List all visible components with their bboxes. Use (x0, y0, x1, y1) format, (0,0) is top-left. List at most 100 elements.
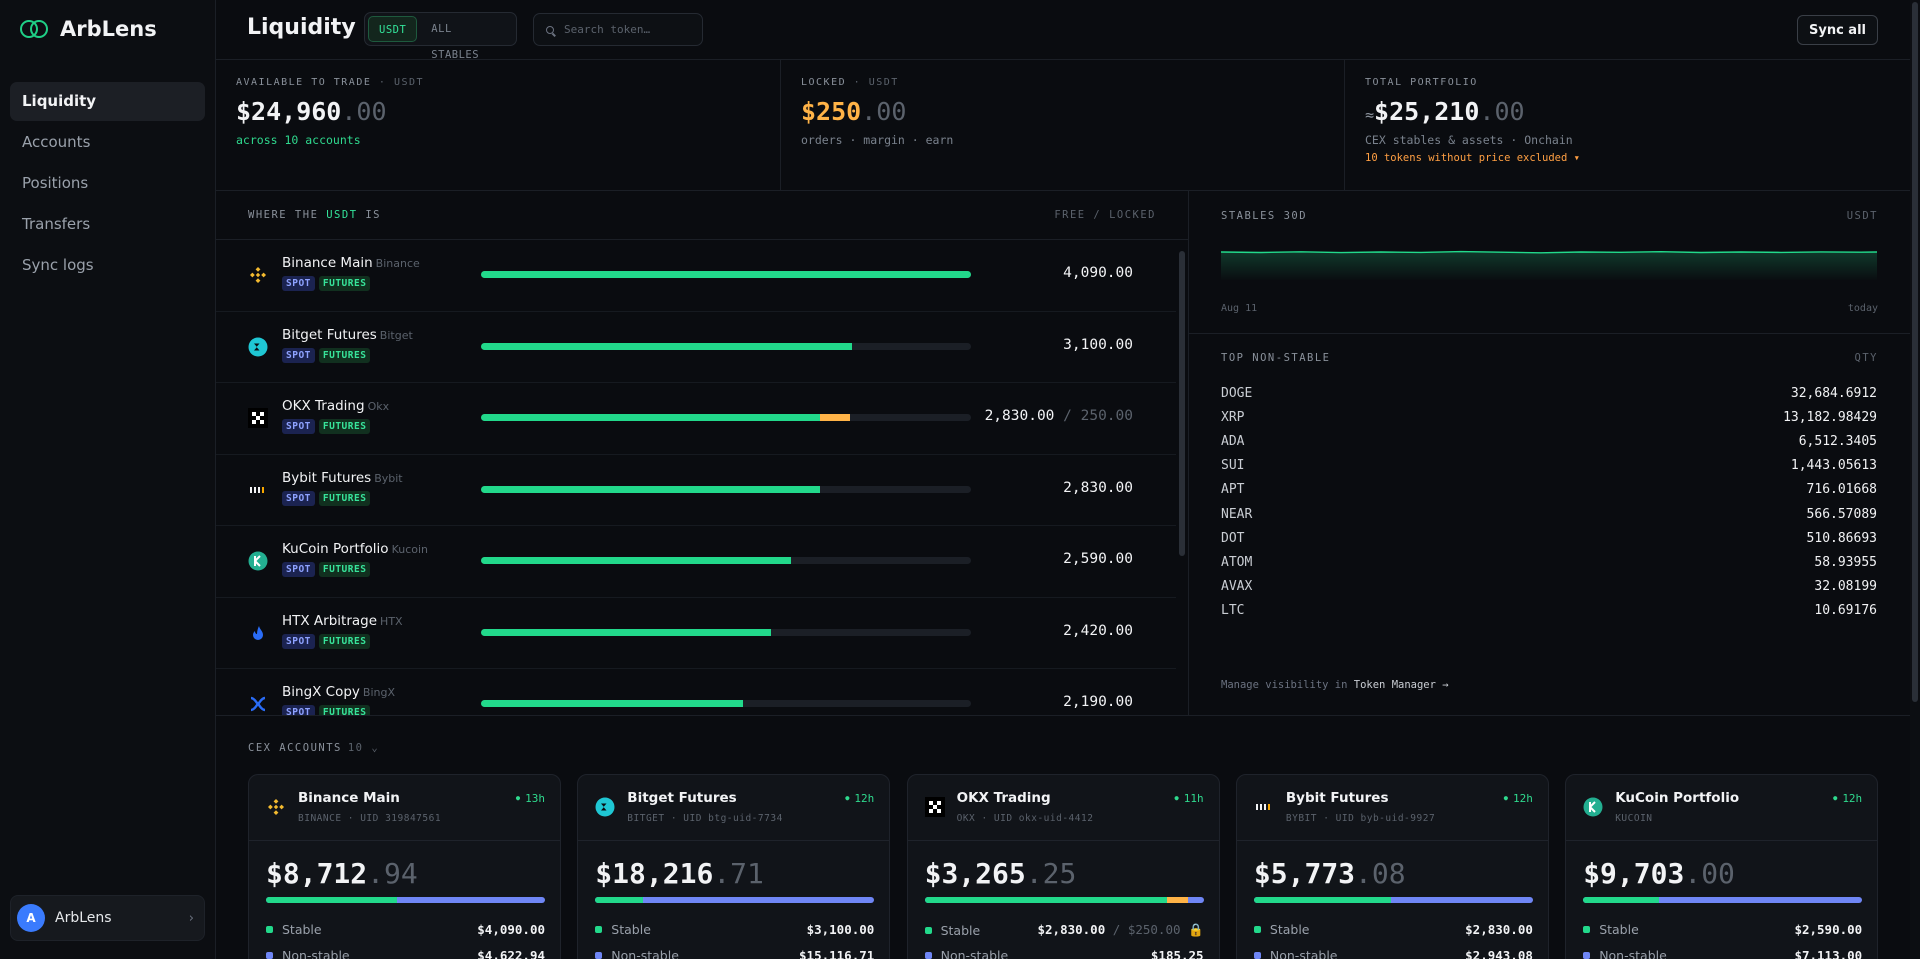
usdt-account-row[interactable]: Bitget Futures Bitget SPOT FUTURES 3,100.00 (216, 312, 1176, 383)
stables-x-start: Aug 11 (1221, 303, 1258, 314)
token-row[interactable]: DOGE 32,684.6912 (1221, 381, 1877, 405)
card-meta: BYBIT · UID byb-uid-9927 (1285, 813, 1436, 824)
nonstable-line: Non-stable $7,113.00 (1583, 948, 1862, 959)
sidebar-item-accounts[interactable]: Accounts (22, 133, 91, 151)
search-input[interactable] (564, 23, 684, 36)
token-symbol: ATOM (1221, 554, 1253, 570)
nonstable-legend: Non-stable (1583, 948, 1667, 959)
available-card: AVAILABLE TO TRADE · USDT $24,960.00 acr… (216, 60, 781, 191)
card-total: $9,703.00 (1583, 857, 1735, 890)
stable-legend: Stable (1253, 922, 1310, 937)
free-fill (481, 628, 772, 636)
stable-amount: $4,090.00 (477, 922, 545, 937)
cex-account-card[interactable]: Bybit Futures BYBIT · UID byb-uid-9927 12h… (1235, 774, 1549, 959)
stable-amount: $3,100.00 (806, 922, 875, 937)
cex-account-card[interactable]: OKX Trading OKX · UID okx-uid-4412 11h $3,2… (906, 774, 1220, 959)
token-row[interactable]: ATOM 58.93955 (1221, 550, 1877, 574)
stable-split-bar (266, 897, 545, 903)
nonstable-line: Non-stable $2,943.08 (1253, 948, 1533, 959)
usdt-amount: 3,100.00 (1063, 337, 1133, 353)
free-amount: 4,090.00 (1063, 265, 1133, 281)
available-label: AVAILABLE TO TRADE · USDT (236, 77, 425, 88)
locked-label: LOCKED · USDT (801, 77, 899, 88)
nonstable-amount: $7,113.00 (1794, 948, 1863, 959)
stable-split-bar (1583, 897, 1863, 903)
user-name: ArbLens (55, 910, 112, 926)
exchange-name: Okx (367, 400, 390, 413)
list-scrollbar[interactable] (1179, 251, 1185, 556)
locked-fill (1167, 897, 1189, 903)
account-name-text: KuCoin Portfolio (282, 541, 389, 557)
token-row[interactable]: ADA 6,512.3405 (1221, 429, 1877, 453)
token-row[interactable]: XRP 13,182.98429 (1221, 405, 1877, 429)
sync-age-badge: 12h (1504, 792, 1533, 805)
stables-30d-header: STABLES 30D USDT (1189, 191, 1910, 240)
nonstable-label: Non-stable (1599, 948, 1667, 959)
card-account-name: KuCoin Portfolio (1615, 790, 1740, 806)
token-row[interactable]: SUI 1,443.05613 (1221, 454, 1877, 478)
card-meta: BINANCE · UID 319847561 (298, 813, 442, 824)
usdt-account-row[interactable]: Bybit Futures Bybit SPOT FUTURES 2,830.00 (216, 455, 1176, 526)
locked-fill (820, 414, 850, 421)
okx-icon (248, 408, 268, 428)
stable-label: Stable (1269, 922, 1310, 937)
token-qty: 32,684.6912 (1790, 385, 1877, 401)
page-scrollbar[interactable] (1910, 0, 1920, 959)
token-row[interactable]: NEAR 566.57089 (1221, 502, 1877, 526)
page-header: Liquidity USDT ALL STABLES Sync all (216, 0, 1910, 61)
bingx-icon (248, 694, 268, 714)
sidebar-item-liquidity[interactable]: Liquidity (10, 82, 205, 121)
stable-legend: Stable (595, 922, 651, 937)
user-menu[interactable]: A ArbLens › (10, 895, 205, 941)
toggle-all-stables[interactable]: ALL STABLES (431, 23, 480, 61)
card-total-int: $3,265 (924, 857, 1026, 890)
brand[interactable]: ArbLens (20, 17, 157, 41)
usdt-account-row[interactable]: HTX Arbitrage HTX SPOT FUTURES 2,420.00 (216, 598, 1176, 669)
usdt-account-row[interactable]: OKX Trading Okx SPOT FUTURES 2,830.00 / 250.… (216, 383, 1176, 455)
sidebar: ArbLens Liquidity Accounts Positions Tra… (0, 0, 216, 959)
token-row[interactable]: LTC 10.69176 (1221, 599, 1877, 623)
stable-label: Stable (1599, 922, 1639, 937)
usdt-account-row[interactable]: BingX Copy BingX SPOT FUTURES 2,190.00 (216, 669, 1176, 715)
sync-age-badge: 11h (1175, 792, 1204, 805)
chevron-right-icon: › (188, 910, 194, 926)
binance-icon (266, 797, 286, 817)
excluded-tokens-toggle[interactable]: 10 tokens without price excluded ▾ (1365, 152, 1580, 164)
free-amount: 3,100.00 (1063, 336, 1133, 353)
exchange-name: Kucoin (391, 543, 429, 556)
nonstable-legend: Non-stable (924, 948, 1008, 959)
summary-strip: AVAILABLE TO TRADE · USDT $24,960.00 acr… (216, 60, 1910, 191)
card-meta: KUCOIN (1615, 813, 1653, 824)
available-value: $24,960.00 (236, 97, 387, 126)
usdt-account-row[interactable]: Binance Main Binance SPOT FUTURES 4,090.00 (216, 240, 1176, 312)
sync-all-button[interactable]: Sync all (1797, 15, 1878, 45)
token-row[interactable]: DOT 510.86693 (1221, 526, 1877, 550)
qty-label: QTY (1854, 352, 1878, 364)
token-symbol: AVAX (1221, 579, 1253, 595)
stable-swatch (1583, 926, 1591, 933)
futures-badge: FUTURES (318, 276, 371, 291)
card-total-cents: .71 (713, 857, 764, 890)
token-manager-link[interactable]: Token Manager → (1353, 679, 1449, 691)
cex-account-card[interactable]: KuCoin Portfolio KUCOIN 12h $9,703.00 Stable… (1565, 774, 1879, 959)
usdt-share-bar (481, 271, 971, 278)
token-row[interactable]: APT 716.01668 (1221, 478, 1877, 502)
sidebar-item-sync-logs[interactable]: Sync logs (22, 256, 94, 274)
toggle-usdt[interactable]: USDT (368, 16, 418, 42)
token-row[interactable]: AVAX 32.08199 (1221, 575, 1877, 599)
account-tags: SPOT FUTURES (282, 347, 371, 363)
sidebar-item-positions[interactable]: Positions (22, 174, 89, 192)
cex-accounts-header[interactable]: CEX ACCOUNTS 10 ⌄ (248, 742, 380, 754)
cex-account-card[interactable]: Binance Main BINANCE · UID 319847561 13h $8… (248, 774, 561, 959)
card-header: KuCoin Portfolio KUCOIN 12h (1566, 775, 1878, 841)
stable-label: Stable (611, 922, 651, 937)
stables-30d-panel: STABLES 30D USDT Aug 11 today (1189, 191, 1910, 334)
stable-line: Stable $2,830.00 / $250.00 🔒 (924, 922, 1204, 938)
stable-value: $3,100.00 (807, 922, 875, 937)
cex-account-card[interactable]: Bitget Futures BITGET · UID btg-uid-7734 1… (577, 774, 891, 959)
usdt-account-row[interactable]: KuCoin Portfolio Kucoin SPOT FUTURES 2,590.0… (216, 526, 1176, 598)
stable-label: Stable (282, 922, 322, 937)
kucoin-icon (1583, 797, 1603, 817)
sidebar-item-transfers[interactable]: Transfers (22, 215, 91, 233)
free-amount: 2,590.00 (1063, 551, 1133, 567)
